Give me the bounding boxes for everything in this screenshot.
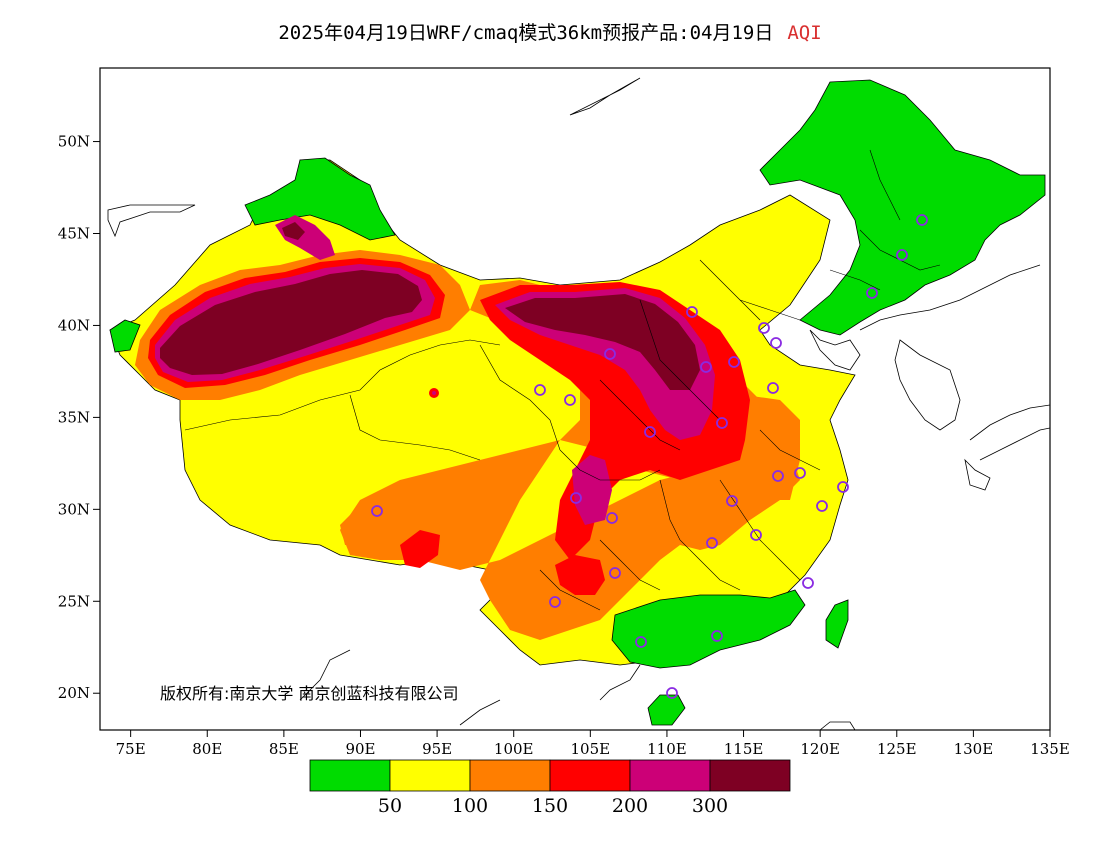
station-marker: [726, 495, 738, 507]
lon-tick-label: 110E: [647, 740, 687, 758]
lon-tick-label: 75E: [116, 740, 146, 758]
colorbar-swatch: [629, 759, 711, 792]
station-marker: [606, 512, 618, 524]
station-marker: [794, 467, 806, 479]
colorbar: [309, 759, 791, 792]
title-text: 2025年04月19日WRF/cmaq模式36km预报产品:04月19日: [278, 22, 774, 44]
colorbar-label: 150: [531, 795, 569, 817]
colorbar-label: 200: [611, 795, 649, 817]
neighbor-coastlines: [107, 77, 1050, 730]
station-marker: [700, 361, 712, 373]
aqi-unhealthy-tibet: [400, 530, 440, 568]
station-marker: [896, 249, 908, 261]
aqi-good-west: [109, 319, 141, 353]
aqi-unhealthy-yunnan: [555, 555, 605, 595]
map-frame: [99, 67, 1051, 731]
longitude-axis: 75E 80E 85E 90E 95E 100E 105E 110E 115E 120E 125E 1…: [116, 730, 1070, 758]
station-marker: [534, 384, 546, 396]
lat-tick-label: 50N: [58, 133, 90, 151]
lon-tick-label: 85E: [269, 740, 299, 758]
station-marker: [711, 630, 723, 642]
lon-tick-label: 100E: [494, 740, 534, 758]
copyright-notice: 版权所有:南京大学 南京创蓝科技有限公司: [160, 684, 459, 703]
station-marker: [837, 481, 849, 493]
lat-tick-label: 25N: [58, 592, 90, 610]
latitude-axis: 50N 45N 40N 35N 30N 25N 20N: [58, 133, 100, 702]
colorbar-swatch: [549, 759, 631, 792]
aqi-good-south: [611, 589, 806, 669]
station-marker: [666, 687, 678, 699]
lon-tick-label: 125E: [877, 740, 917, 758]
station-marker: [686, 306, 698, 318]
aqi-good-taiwan: [825, 599, 849, 649]
station-marker: [866, 287, 878, 299]
province-boundaries: [184, 149, 941, 611]
station-marker: [758, 322, 770, 334]
station-marker: [750, 529, 762, 541]
station-marker: [549, 596, 561, 608]
colorbar-label: 100: [451, 795, 489, 817]
aqi-hazardous-north: [505, 294, 700, 390]
aqi-very-unhealthy-sichuan: [572, 455, 612, 525]
station-marker: [716, 417, 728, 429]
aqi-hotspot-qinghai-core: [432, 391, 436, 395]
station-marker: [916, 214, 928, 226]
station-marker: [609, 567, 621, 579]
aqi-usg-tibet-patch: [340, 500, 390, 545]
colorbar-swatch: [709, 759, 791, 792]
station-marker: [644, 426, 656, 438]
lon-tick-label: 95E: [422, 740, 452, 758]
colorbar-swatch: [309, 759, 391, 792]
station-marker: [770, 337, 782, 349]
aqi-hazardous-dzungaria: [282, 222, 305, 240]
lon-tick-label: 130E: [954, 740, 994, 758]
colorbar-swatch: [389, 759, 471, 792]
lat-tick-label: 45N: [58, 225, 90, 243]
lat-tick-label: 40N: [58, 316, 90, 334]
station-marker: [772, 470, 784, 482]
map-title: 2025年04月19日WRF/cmaq模式36km预报产品:04月19日 AQI: [0, 18, 1100, 45]
lon-tick-label: 115E: [724, 740, 764, 758]
station-marker: [767, 382, 779, 394]
station-markers: [371, 214, 928, 699]
aqi-field: [107, 77, 1050, 730]
lon-tick-label: 135E: [1030, 740, 1070, 758]
aqi-good-hainan: [647, 694, 686, 726]
lon-tick-label: 105E: [571, 740, 611, 758]
colorbar-label: 50: [377, 795, 403, 817]
colorbar-swatch: [469, 759, 551, 792]
lon-tick-label: 120E: [800, 740, 840, 758]
lat-tick-label: 35N: [58, 408, 90, 426]
aqi-hazardous-tarim: [160, 270, 422, 375]
aqi-usg-east: [740, 395, 800, 500]
station-marker: [371, 505, 383, 517]
colorbar-label: 300: [691, 795, 729, 817]
station-marker: [802, 577, 814, 589]
lon-tick-label: 90E: [345, 740, 375, 758]
title-variable: AQI: [787, 22, 822, 44]
lon-tick-label: 80E: [192, 740, 222, 758]
aqi-good-northeast: [759, 79, 1046, 336]
station-marker: [604, 348, 616, 360]
station-marker: [635, 636, 647, 648]
station-marker: [570, 492, 582, 504]
station-marker: [564, 394, 576, 406]
station-marker: [728, 356, 740, 368]
lat-tick-label: 20N: [58, 684, 90, 702]
station-marker: [816, 500, 828, 512]
station-marker: [706, 537, 718, 549]
lat-tick-label: 30N: [58, 500, 90, 518]
